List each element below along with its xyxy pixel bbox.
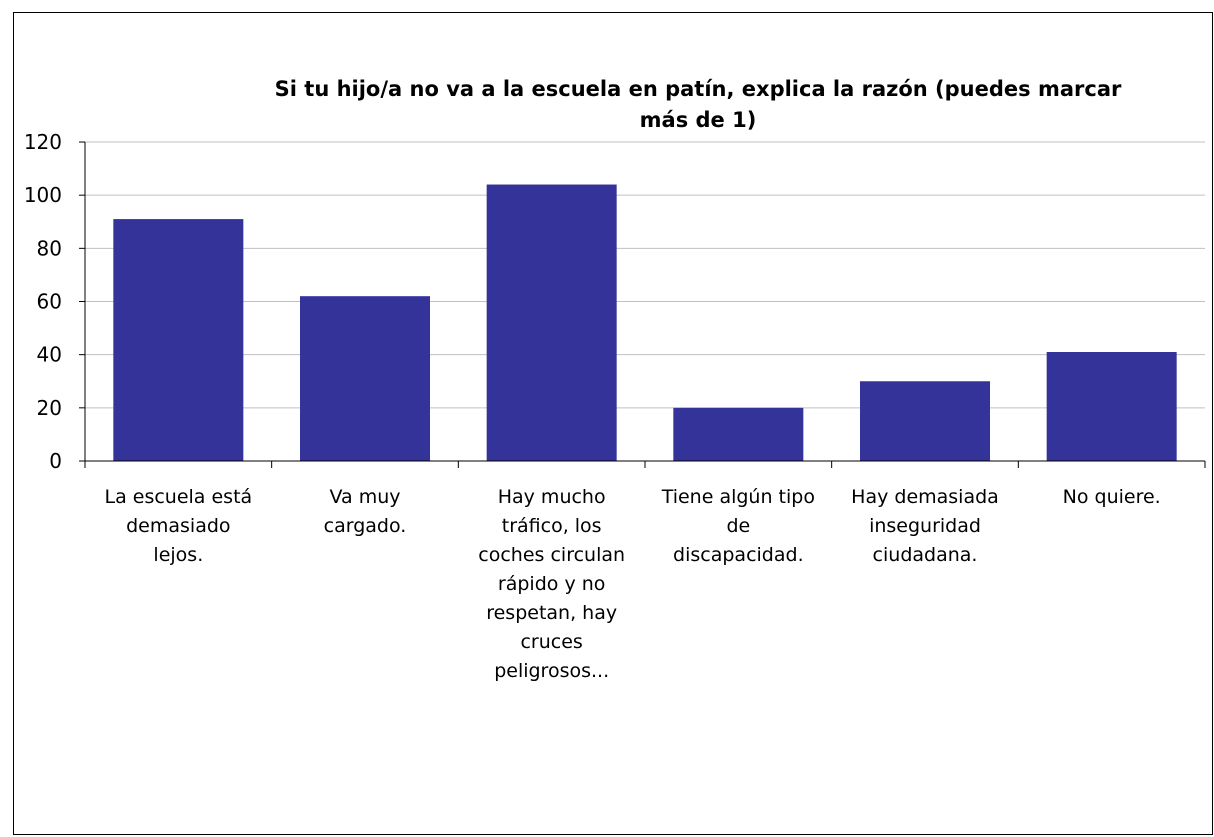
x-category-label: Hay demasiada inseguridad ciudadana.: [851, 486, 999, 566]
x-category-label-line: peligrosos...: [494, 660, 609, 682]
x-category-label: Tiene algún tipo de discapacidad.: [661, 486, 815, 566]
x-category-label: No quiere.: [1063, 486, 1161, 508]
bar: [860, 381, 990, 461]
chart-title: Si tu hijo/a no va a la escuela en patín…: [275, 77, 1122, 132]
x-category-label: Hay mucho tráfico, los coches circulan rápi…: [478, 486, 625, 682]
x-category-label-line: inseguridad: [869, 515, 981, 537]
x-category-label-line: cruces: [520, 631, 582, 653]
x-category-label-line: ciudadana.: [873, 544, 978, 566]
y-tick-label: 80: [37, 236, 62, 260]
x-category-label-line: Hay demasiada: [851, 486, 999, 508]
y-tick-label: 40: [37, 343, 62, 367]
chart-title-line: más de 1): [640, 108, 757, 132]
x-category-label-line: Tiene algún tipo: [661, 486, 815, 508]
y-tick-label: 0: [49, 449, 62, 473]
x-category-label: La escuela está demasiado lejos.: [104, 486, 252, 566]
x-category-label-line: tráfico, los: [502, 515, 602, 537]
x-category-label-line: de: [726, 515, 750, 537]
y-tick-labels: 0 20 40 60 80 100 120: [24, 130, 62, 473]
bar: [1046, 352, 1177, 461]
x-category-label-line: discapacidad.: [673, 544, 804, 566]
x-category-label-line: Hay mucho: [498, 486, 606, 508]
bars: [113, 184, 1177, 462]
y-tick-label: 20: [37, 396, 62, 420]
x-category-label-line: demasiado: [126, 515, 230, 537]
x-category-label-line: No quiere.: [1063, 486, 1161, 508]
bar: [113, 219, 244, 461]
x-category-label-line: rápido y no: [498, 573, 605, 595]
x-category-label-line: cargado.: [324, 515, 407, 537]
x-category-label-line: Va muy: [330, 486, 401, 508]
grid-lines: [85, 141, 1205, 409]
x-category-label-line: respetan, hay: [486, 602, 617, 624]
bar: [300, 296, 430, 461]
axes: [79, 141, 1206, 468]
y-tick-label: 60: [37, 290, 62, 314]
x-category-label-line: coches circulan: [478, 544, 625, 566]
x-category-label-line: lejos.: [153, 544, 203, 566]
x-category-label: Va muy cargado.: [324, 486, 407, 537]
y-tick-label: 100: [24, 183, 62, 207]
x-category-labels: La escuela está demasiado lejos. Va muy carg…: [104, 486, 1160, 682]
bar: [486, 184, 617, 462]
y-tick-label: 120: [24, 130, 62, 154]
bar: [673, 407, 804, 461]
x-category-label-line: La escuela está: [104, 486, 252, 508]
chart-title-line: Si tu hijo/a no va a la escuela en patín…: [275, 77, 1122, 101]
